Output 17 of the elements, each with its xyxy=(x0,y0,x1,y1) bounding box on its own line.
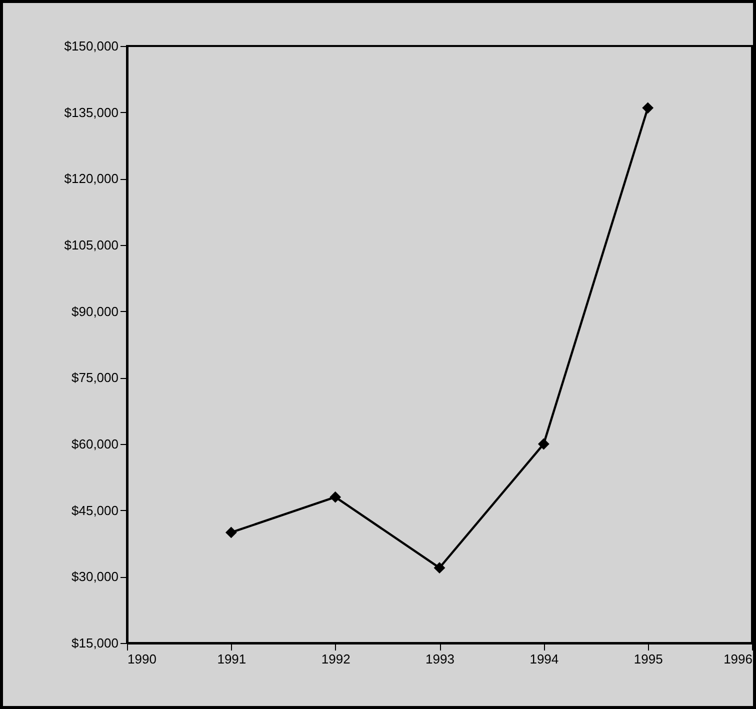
x-tick-label: 1994 xyxy=(530,652,559,666)
y-tick-label: $75,000 xyxy=(72,370,118,386)
y-tick-label: $60,000 xyxy=(72,436,118,452)
x-tick-label: 1991 xyxy=(217,652,246,666)
y-tick-label: $90,000 xyxy=(72,304,118,319)
x-tick-label: 1995 xyxy=(634,652,663,666)
y-tick-label: $45,000 xyxy=(72,502,118,518)
x-tick-label: 1996 xyxy=(724,652,752,666)
x-tick-label: 1990 xyxy=(128,652,156,666)
y-tick-label: $105,000 xyxy=(64,238,118,252)
x-tick-label: 1992 xyxy=(321,652,350,666)
y-tick-label: $30,000 xyxy=(72,569,118,584)
y-tick-label: $120,000 xyxy=(64,171,118,186)
x-tick-label: 1993 xyxy=(426,652,454,666)
y-tick-label: $135,000 xyxy=(64,104,118,120)
y-tick-label: $15,000 xyxy=(72,636,118,650)
y-tick-label: $150,000 xyxy=(64,38,118,54)
